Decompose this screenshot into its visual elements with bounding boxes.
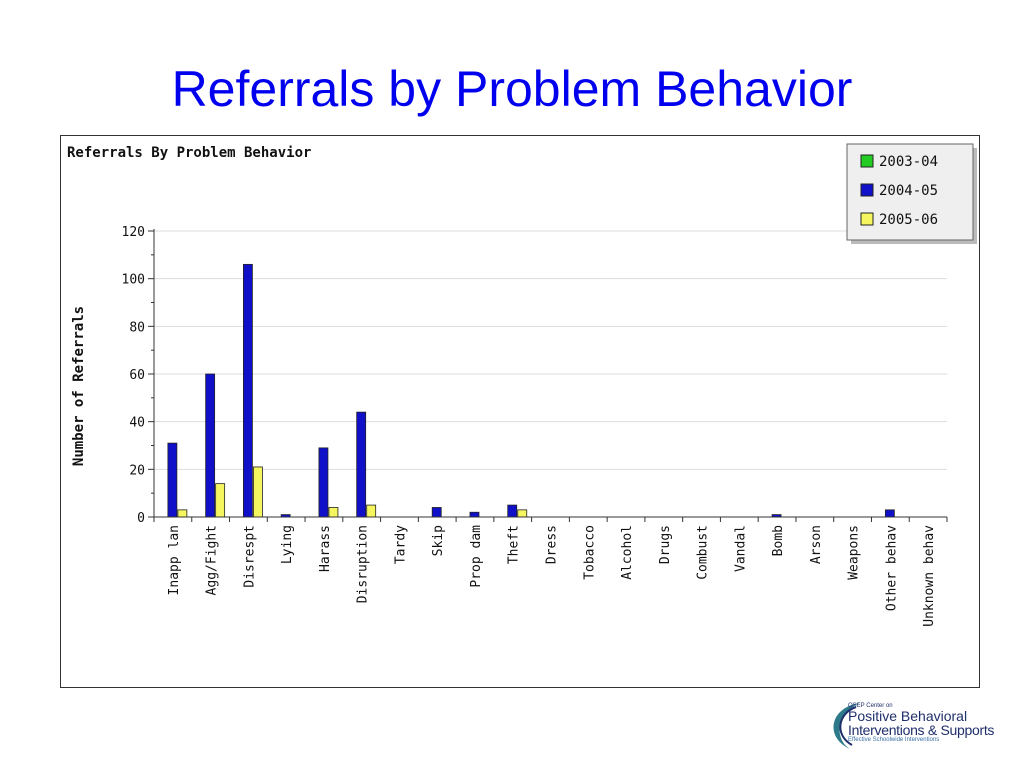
- bar-2005-06-theft: [517, 509, 528, 518]
- x-category-label: Alcohol: [620, 525, 635, 580]
- logo-swoosh-icon: [833, 703, 860, 749]
- bar-2004-05-prop-dam: [469, 511, 480, 518]
- x-category-label: Weapons: [847, 525, 862, 580]
- x-category-label: Agg/Fight: [205, 525, 220, 595]
- legend-label-2004-05: 2004-05: [879, 183, 938, 199]
- axes: 0 20 40 60 80 100 120 Inapp lan Agg/Fight Disresp…: [122, 225, 948, 627]
- x-category-label: Combust: [696, 525, 711, 580]
- bar-2005-06-disruption: [366, 504, 377, 518]
- legend-label-2005-06: 2005-06: [879, 212, 938, 228]
- bar-2004-05-disruption: [356, 411, 367, 518]
- bar-chart: Referrals By Problem Behavior 0 20 40 60 80 1…: [67, 143, 977, 627]
- slide-title: Referrals by Problem Behavior: [171, 61, 853, 117]
- bar-2005-06-inapp-lan: [177, 509, 188, 518]
- logo-line2: Interventions & Supports: [848, 722, 995, 738]
- legend-swatch-2005-06: [860, 212, 874, 226]
- x-category-label: Prop dam: [469, 525, 484, 588]
- bar-2004-05-disrespt: [243, 263, 253, 518]
- x-category-label: Skip: [431, 525, 446, 556]
- x-category-label: Disrespt: [242, 525, 257, 588]
- x-category-label: Harass: [318, 525, 333, 572]
- legend-swatch-2003-04: [860, 154, 874, 168]
- y-tick-label: 0: [137, 511, 145, 526]
- x-category-label: Arson: [809, 525, 824, 564]
- bar-2004-05-agg-fight: [205, 373, 216, 518]
- y-tick-label: 80: [129, 320, 145, 335]
- x-category-label: Tobacco: [582, 525, 597, 580]
- y-tick-label: 40: [129, 416, 145, 431]
- x-category-label: Tardy: [393, 525, 408, 564]
- logo-line1: Positive Behavioral: [848, 708, 968, 724]
- x-category-label: Inapp lan: [167, 525, 182, 595]
- legend: 2003-04 2004-05 2005-06: [846, 143, 977, 244]
- logo-tagline: Effective Schoolwide Interventions: [848, 737, 940, 743]
- x-category-label: Other behav: [884, 525, 899, 611]
- x-category-label: Unknown behav: [922, 525, 937, 627]
- bar-2005-06-disrespt: [253, 466, 263, 518]
- x-category-label: Dress: [545, 525, 560, 564]
- x-category-label: Vandal: [733, 525, 748, 572]
- legend-label-2003-04: 2003-04: [879, 154, 938, 170]
- y-axis-label: Number of Referrals: [71, 306, 87, 466]
- x-category-label: Disruption: [356, 525, 371, 603]
- y-tick-label: 100: [122, 273, 145, 288]
- chart-title: Referrals By Problem Behavior: [67, 145, 311, 161]
- x-category-label: Lying: [280, 525, 295, 564]
- bar-2004-05-theft: [507, 504, 518, 518]
- bar-2005-06-agg-fight: [215, 483, 226, 518]
- legend-swatch-2004-05: [860, 183, 874, 197]
- bar-2004-05-harass: [318, 447, 329, 518]
- chart-panel: Referrals By Problem Behavior 0 20 40 60 80 1…: [60, 135, 980, 688]
- y-tick-label: 20: [129, 463, 145, 478]
- grid: [154, 230, 947, 470]
- logo-small-text: OSEP Center on: [848, 703, 893, 709]
- bar-2005-06-harass: [328, 507, 339, 518]
- bars: [167, 263, 895, 518]
- pbis-logo: OSEP Center on Positive Behavioral Inter…: [820, 697, 1016, 757]
- x-category-label: Drugs: [658, 525, 673, 564]
- x-category-label: Theft: [507, 525, 522, 564]
- y-tick-label: 120: [122, 225, 145, 240]
- bar-2004-05-skip: [431, 507, 442, 518]
- x-category-label: Bomb: [771, 525, 786, 556]
- bar-2004-05-inapp-lan: [167, 442, 178, 518]
- y-tick-label: 60: [129, 368, 145, 383]
- bar-2004-05-other-behav: [884, 509, 895, 518]
